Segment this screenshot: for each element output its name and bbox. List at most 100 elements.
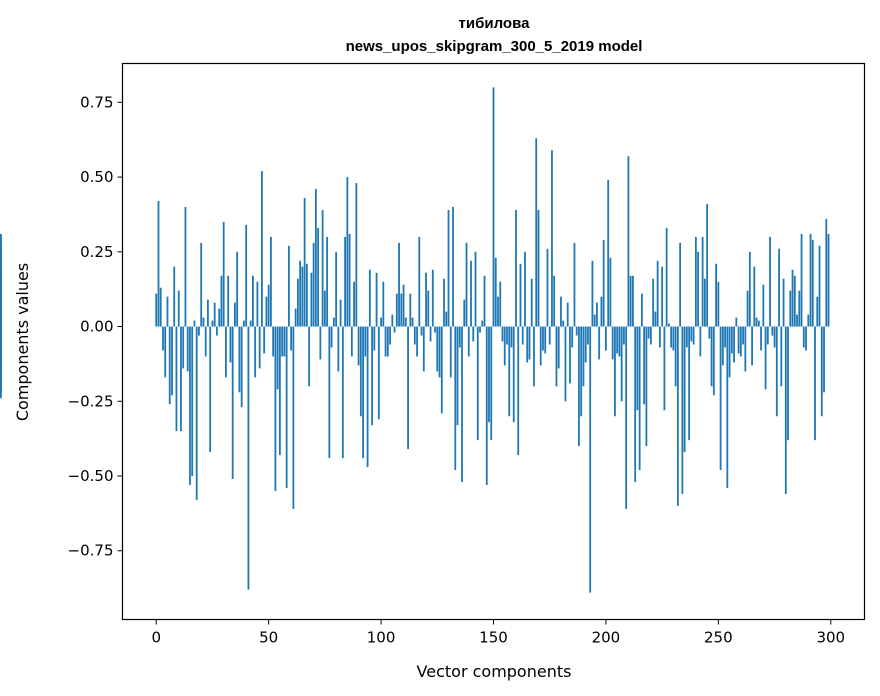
bar-234: [681, 326, 684, 494]
bar-24: [209, 326, 212, 453]
bar-103: [386, 326, 389, 357]
bar-273: [769, 236, 771, 327]
bar-69: [310, 272, 313, 327]
bar-119: [422, 326, 425, 372]
bar-53: [274, 326, 277, 491]
bar-57: [283, 326, 286, 357]
bar-115: [413, 326, 416, 345]
bar-291: [809, 233, 812, 327]
bar-58: [285, 326, 288, 488]
bar-280: [784, 326, 787, 494]
bar-105: [391, 314, 394, 327]
bar-176: [551, 150, 553, 327]
bar-107: [395, 293, 398, 327]
bar-217: [643, 326, 646, 405]
bar-270: [762, 284, 765, 327]
bar-193: [589, 326, 592, 593]
bar-189: [580, 326, 583, 417]
bar-48: [263, 326, 266, 354]
bar-205: [616, 326, 619, 354]
bar-44: [254, 326, 257, 378]
bar-118: [420, 326, 423, 336]
bar-175: [548, 326, 551, 345]
bar-17: [193, 320, 196, 327]
bar-182: [564, 326, 567, 402]
bar-81: [337, 326, 340, 372]
bar-252: [721, 326, 724, 366]
bar-3: [162, 326, 164, 351]
bar-265: [751, 326, 753, 366]
bar-134: [456, 326, 459, 426]
bar-177: [553, 275, 556, 327]
bar-200: [605, 326, 607, 351]
x-tick-label: 250: [704, 629, 733, 647]
bar-289: [805, 326, 807, 351]
bar-224: [658, 326, 661, 348]
bar-131: [449, 326, 452, 378]
bar-191: [584, 326, 587, 363]
bar-154: [501, 326, 504, 342]
bar-196: [596, 302, 598, 327]
bar-28: [218, 308, 221, 327]
bar-138: [465, 242, 468, 327]
bar-19: [198, 326, 200, 336]
bar-91: [359, 326, 362, 417]
bar-112: [407, 326, 409, 450]
x-tick-label: 0: [151, 629, 161, 647]
bar-256: [730, 326, 733, 354]
bar-40: [245, 224, 248, 327]
bar-264: [748, 251, 751, 327]
bar-211: [629, 275, 632, 327]
bar-276: [775, 326, 778, 417]
bar-140: [470, 260, 472, 327]
bar-51: [270, 236, 272, 327]
bar-213: [634, 326, 637, 482]
bar-271: [764, 326, 767, 390]
bar-212: [632, 275, 634, 327]
bar-159: [512, 326, 515, 423]
bar-38: [240, 326, 243, 408]
bar-9: [175, 326, 178, 432]
bar-253: [724, 326, 726, 348]
bar-149: [490, 326, 493, 441]
bar-87: [350, 326, 353, 357]
bar-127: [440, 326, 443, 414]
bar-55: [278, 326, 281, 456]
bar-130: [447, 209, 450, 327]
bar-30: [222, 221, 225, 327]
bar-31: [225, 326, 227, 378]
bar-132: [452, 206, 454, 327]
bar-153: [499, 281, 502, 327]
bar-139: [467, 326, 470, 357]
bar-195: [593, 314, 596, 327]
bar-94: [366, 326, 369, 468]
bar-241: [697, 251, 700, 327]
bar-249: [715, 263, 717, 327]
bar-274: [771, 326, 774, 336]
bar-142: [474, 251, 477, 327]
bar-62: [294, 308, 297, 327]
bar-172: [542, 326, 544, 351]
chart-subtitle: news_upos_skipgram_300_5_2019 model: [346, 38, 643, 55]
bar-171: [539, 326, 542, 366]
bar-104: [389, 326, 391, 345]
bar-168: [533, 326, 535, 387]
bar-36: [236, 251, 239, 327]
bar-248: [712, 326, 715, 396]
bar-11: [180, 326, 182, 432]
bar-204: [614, 326, 616, 417]
y-tick-label: −0.75: [68, 542, 114, 560]
y-tick-label: 0.50: [80, 168, 113, 186]
bar-110: [402, 284, 405, 327]
bar-5: [166, 296, 169, 327]
bar-16: [191, 326, 194, 477]
bar-215: [638, 326, 641, 471]
bar-37: [238, 326, 241, 393]
bar-83: [341, 326, 344, 459]
bar-77: [328, 326, 331, 459]
bar-1: [157, 201, 160, 327]
bar-286: [798, 290, 801, 327]
bar-undefined: [0, 326, 2, 354]
bar-undefined: [0, 326, 2, 333]
bar-12: [182, 326, 185, 369]
